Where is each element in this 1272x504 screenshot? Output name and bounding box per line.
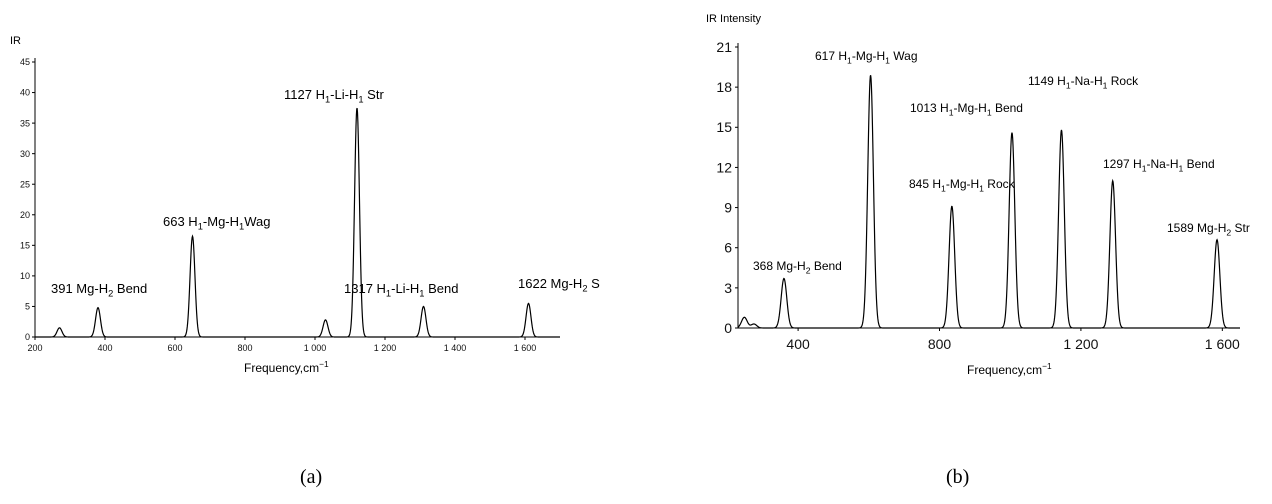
peak-annotation: 1622 Mg-H2 Str — [518, 276, 600, 294]
y-tick-label: 15 — [716, 119, 732, 135]
peak-annotation: 391 Mg-H2 Bend — [51, 281, 147, 299]
ir-spectrum-chart-b: 0 3 6 9 12 15 18 21 400 800 1 200 1 600 IR Intensity… — [706, 13, 1250, 377]
y-tick-label: 20 — [20, 210, 30, 220]
y-tick-label: 9 — [724, 199, 732, 215]
y-tick-label: 21 — [716, 39, 732, 55]
peak-annotation: 845 H1-Mg-H1 Rock — [909, 177, 1016, 193]
x-tick-label: 1 400 — [444, 343, 467, 353]
x-tick-label: 1 600 — [514, 343, 537, 353]
y-tick-label: 35 — [20, 118, 30, 128]
caption-a: (a) — [300, 466, 323, 488]
peak-annotation: 1127 H1-Li-H1 Str — [284, 87, 384, 105]
x-tick-label: 1 600 — [1205, 336, 1240, 352]
ir-spectrum-chart-a: 0 5 10 15 20 25 30 35 40 45 200 400 600 800 1 000 1 200… — [10, 35, 600, 375]
x-tick-label: 1 000 — [304, 343, 327, 353]
y-tick-label: 5 — [25, 302, 30, 312]
y-axis-label: IR — [10, 35, 21, 47]
spectrum-line — [35, 107, 560, 338]
x-axis-label: Frequency,cm−1 — [967, 361, 1052, 377]
peak-annotation: 368 Mg-H2 Bend — [753, 259, 842, 275]
peak-annotation: 1149 H1-Na-H1 Rock — [1028, 74, 1139, 90]
peak-annotation: 1013 H1-Mg-H1 Bend — [910, 101, 1023, 117]
y-tick-label: 10 — [20, 271, 30, 281]
y-tick-label: 30 — [20, 149, 30, 159]
x-axis-label: Frequency,cm−1 — [244, 359, 329, 375]
y-tick-label: 40 — [20, 88, 30, 98]
x-tick-label: 400 — [97, 343, 112, 353]
peak-annotation: 617 H1-Mg-H1 Wag — [815, 49, 918, 65]
spectrum-line — [737, 75, 1240, 329]
y-tick-label: 6 — [724, 240, 732, 256]
y-tick-label: 3 — [724, 280, 732, 296]
y-axis-label: IR Intensity — [706, 13, 762, 25]
x-tick-label: 200 — [27, 343, 42, 353]
y-tick-label: 18 — [716, 79, 732, 95]
y-tick-label: 15 — [20, 240, 30, 250]
caption-b: (b) — [946, 466, 970, 488]
peak-annotation: 1317 H1-Li-H1 Bend — [344, 281, 458, 299]
x-tick-label: 800 — [237, 343, 252, 353]
y-tick-label: 25 — [20, 179, 30, 189]
y-tick-label: 45 — [20, 57, 30, 67]
peak-annotation: 663 H1-Mg-H1Wag — [163, 214, 270, 232]
x-tick-label: 800 — [928, 336, 952, 352]
x-tick-label: 1 200 — [1063, 336, 1098, 352]
peak-annotation: 1589 Mg-H2 Str — [1167, 221, 1250, 237]
y-tick-label: 0 — [25, 332, 30, 342]
peak-annotation: 1297 H1-Na-H1 Bend — [1103, 157, 1215, 173]
x-tick-label: 400 — [786, 336, 810, 352]
x-tick-label: 1 200 — [374, 343, 397, 353]
x-tick-label: 600 — [167, 343, 182, 353]
y-tick-label: 0 — [724, 320, 732, 336]
y-tick-label: 12 — [716, 159, 732, 175]
